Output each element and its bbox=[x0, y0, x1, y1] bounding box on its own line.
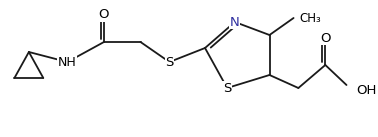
Text: N: N bbox=[230, 15, 240, 28]
Text: OH: OH bbox=[356, 83, 376, 96]
Text: S: S bbox=[223, 82, 231, 95]
Text: CH₃: CH₃ bbox=[299, 12, 321, 25]
Text: O: O bbox=[99, 8, 109, 22]
Text: O: O bbox=[320, 32, 331, 45]
Text: S: S bbox=[165, 55, 174, 68]
Text: NH: NH bbox=[58, 55, 77, 68]
